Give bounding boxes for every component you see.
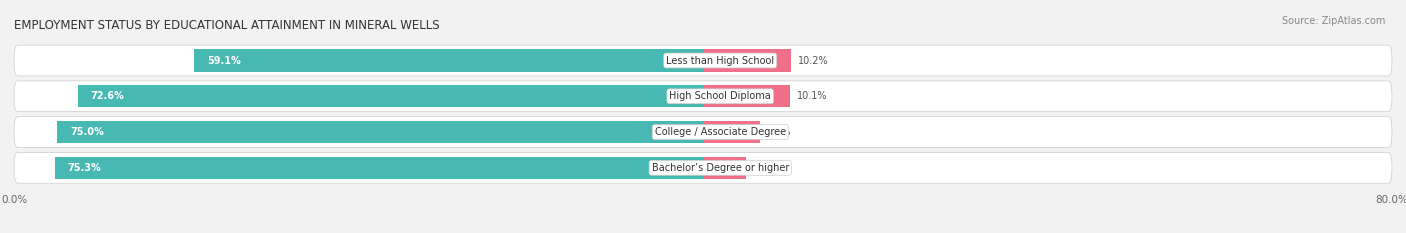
Text: Less than High School: Less than High School [666,55,775,65]
Text: 10.1%: 10.1% [797,91,827,101]
Bar [703,85,790,107]
Bar [703,49,790,72]
Text: 6.6%: 6.6% [766,127,792,137]
Text: Bachelor’s Degree or higher: Bachelor’s Degree or higher [651,163,789,173]
Text: College / Associate Degree: College / Associate Degree [655,127,786,137]
FancyBboxPatch shape [14,45,1392,76]
Text: 75.0%: 75.0% [70,127,104,137]
Text: 59.1%: 59.1% [207,55,240,65]
FancyBboxPatch shape [14,152,1392,183]
Text: 72.6%: 72.6% [91,91,125,101]
Bar [77,85,703,107]
Text: EMPLOYMENT STATUS BY EDUCATIONAL ATTAINMENT IN MINERAL WELLS: EMPLOYMENT STATUS BY EDUCATIONAL ATTAINM… [14,19,440,32]
Text: 10.2%: 10.2% [797,55,828,65]
FancyBboxPatch shape [14,81,1392,112]
Bar [703,157,747,179]
Bar [703,121,759,143]
Text: 5.0%: 5.0% [754,163,778,173]
FancyBboxPatch shape [14,117,1392,147]
Bar [55,157,703,179]
Bar [58,121,703,143]
Text: 75.3%: 75.3% [67,163,101,173]
Bar [194,49,703,72]
Text: High School Diploma: High School Diploma [669,91,770,101]
Text: Source: ZipAtlas.com: Source: ZipAtlas.com [1281,16,1385,26]
